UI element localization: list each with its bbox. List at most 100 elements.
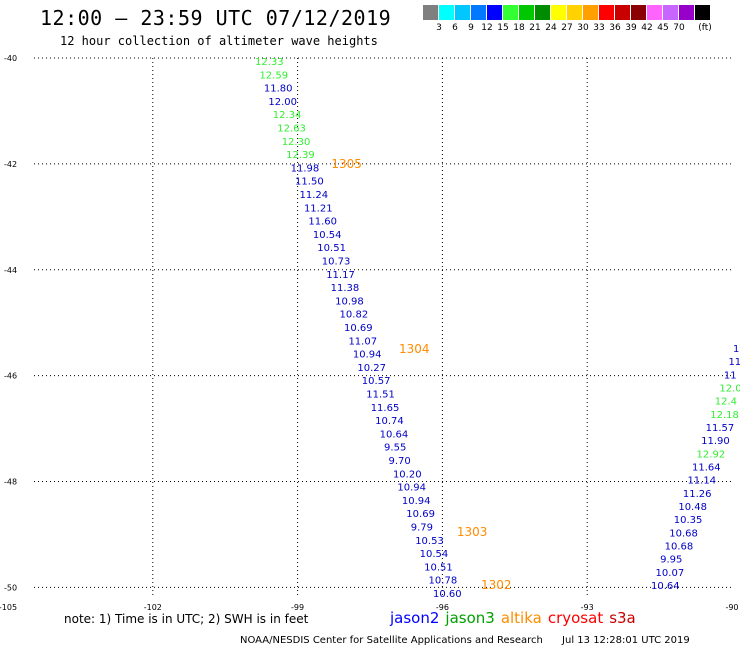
legend-swatch (519, 5, 535, 20)
swh-value: 10.51 (424, 562, 453, 573)
swh-value: 11.60 (308, 217, 337, 228)
legend-label: 9 (468, 23, 474, 33)
swh-value: 1 (733, 344, 739, 355)
swh-value: 9.79 (411, 523, 433, 534)
swh-value: 10.64 (651, 581, 680, 592)
legend-label: 36 (609, 23, 621, 33)
lon-tick-label: -90 (725, 603, 738, 612)
legend-label: 39 (625, 23, 637, 33)
legend-swatch (535, 5, 551, 20)
swh-value: 12.63 (277, 124, 306, 135)
swh-value: 10.94 (353, 350, 382, 361)
swh-value: 10.98 (335, 296, 364, 307)
swh-value: 11 (724, 370, 737, 381)
swh-value: 10.53 (415, 536, 444, 547)
swh-value: 11 (728, 357, 740, 368)
swh-value: 10.60 (433, 589, 462, 600)
swh-value: 11.64 (692, 463, 721, 474)
swh-value: 12.33 (255, 57, 284, 68)
swh-value: 11.07 (348, 336, 377, 347)
legend-swatch (583, 5, 599, 20)
mission-s3a: s3a (609, 609, 636, 627)
mission-legend: jason2 jason3 altika cryosat s3a (390, 609, 642, 627)
swh-value: 10.73 (322, 257, 351, 268)
credit-line: NOAA/NESDIS Center for Satellite Applica… (240, 635, 690, 646)
swh-value: 12.18 (710, 410, 739, 421)
legend-swatch (599, 5, 615, 20)
mission-jason3: jason3 (445, 609, 495, 627)
legend-label: 15 (497, 23, 509, 33)
legend-swatch (647, 5, 663, 20)
swh-value: 10.74 (375, 416, 404, 427)
track-1: 12.33 12.59 11.80 12.00 12.34 12.63 12.30 12.39… (255, 57, 462, 600)
legend-label: 70 (673, 23, 685, 33)
pass-time-labels: 1305 1304 1303 1302 (331, 157, 511, 592)
swh-value: 10.07 (656, 568, 685, 579)
legend-unit: (ft) (698, 23, 712, 33)
legend-swatch (439, 5, 455, 20)
swh-value: 11.26 (683, 489, 712, 500)
swh-value: 11.24 (300, 190, 329, 201)
swh-value: 12.4 (715, 397, 737, 408)
legend-label: 24 (545, 23, 557, 33)
lon-tick-label: -99 (291, 603, 304, 612)
swh-value: 10.64 (380, 429, 409, 440)
swh-value: 10.51 (317, 243, 346, 254)
mission-jason2: jason2 (390, 609, 440, 627)
legend-swatch (567, 5, 583, 20)
swh-value: 11.17 (326, 270, 355, 281)
swh-value: 12.30 (282, 137, 311, 148)
legend-label: 12 (481, 23, 493, 33)
legend-swatch (631, 5, 647, 20)
swh-value: 10.69 (344, 323, 373, 334)
swh-value: 11.80 (264, 84, 293, 95)
legend-label: 6 (452, 23, 458, 33)
swh-value: 11.21 (304, 203, 333, 214)
swh-value: 11.14 (687, 476, 716, 487)
pass-time-label: 1304 (399, 342, 430, 356)
legend-label: 18 (513, 23, 525, 33)
lon-tick-label: -93 (581, 603, 594, 612)
swh-value: 10.57 (362, 376, 391, 387)
legend-swatch (503, 5, 519, 20)
legend-swatch (423, 5, 439, 20)
credit-timestamp: Jul 13 12:28:01 UTC 2019 (562, 635, 690, 646)
legend-label: 45 (657, 23, 669, 33)
mission-cryosat: cryosat (547, 609, 604, 627)
swh-value: 10.94 (397, 483, 426, 494)
track-2: 1111112.012.412.1811.5711.9012.9211.6411… (651, 344, 740, 592)
pass-time-label: 1305 (331, 157, 362, 171)
legend-label: 21 (529, 23, 541, 33)
swh-value: 11.57 (706, 423, 735, 434)
legend-swatch (487, 5, 503, 20)
swh-value: 10.68 (665, 542, 694, 553)
swh-value: 12.59 (259, 70, 288, 81)
legend-swatch (551, 5, 567, 20)
legend-label: 33 (593, 23, 605, 33)
lat-tick-label: -48 (4, 478, 17, 487)
swh-value: 10.20 (393, 469, 422, 480)
chart-subtitle: 12 hour collection of altimeter wave hei… (60, 34, 378, 48)
swh-value: 10.68 (669, 528, 698, 539)
lat-tick-label: -46 (4, 372, 17, 381)
legend-swatch (455, 5, 471, 20)
lon-tick-label: -105 (0, 603, 17, 612)
swh-value: 11.65 (371, 403, 400, 414)
swh-value: 9.70 (389, 456, 411, 467)
swh-value: 10.54 (313, 230, 342, 241)
swh-value: 11.98 (291, 163, 320, 174)
chart-title: 12:00 – 23:59 UTC 07/12/2019 (40, 6, 392, 30)
legend-swatch (679, 5, 695, 20)
swh-value: 10.94 (402, 496, 431, 507)
lat-tick-label: -40 (4, 54, 17, 63)
lon-tick-label: -96 (436, 603, 449, 612)
pass-time-label: 1303 (457, 525, 488, 539)
lat-tick-label: -50 (4, 583, 17, 592)
mission-altika: altika (500, 609, 542, 627)
credit-organization: NOAA/NESDIS Center for Satellite Applica… (240, 635, 543, 646)
legend-label: 30 (577, 23, 589, 33)
swh-value: 10.27 (357, 363, 386, 374)
legend-swatch (471, 5, 487, 20)
legend-swatch (615, 5, 631, 20)
